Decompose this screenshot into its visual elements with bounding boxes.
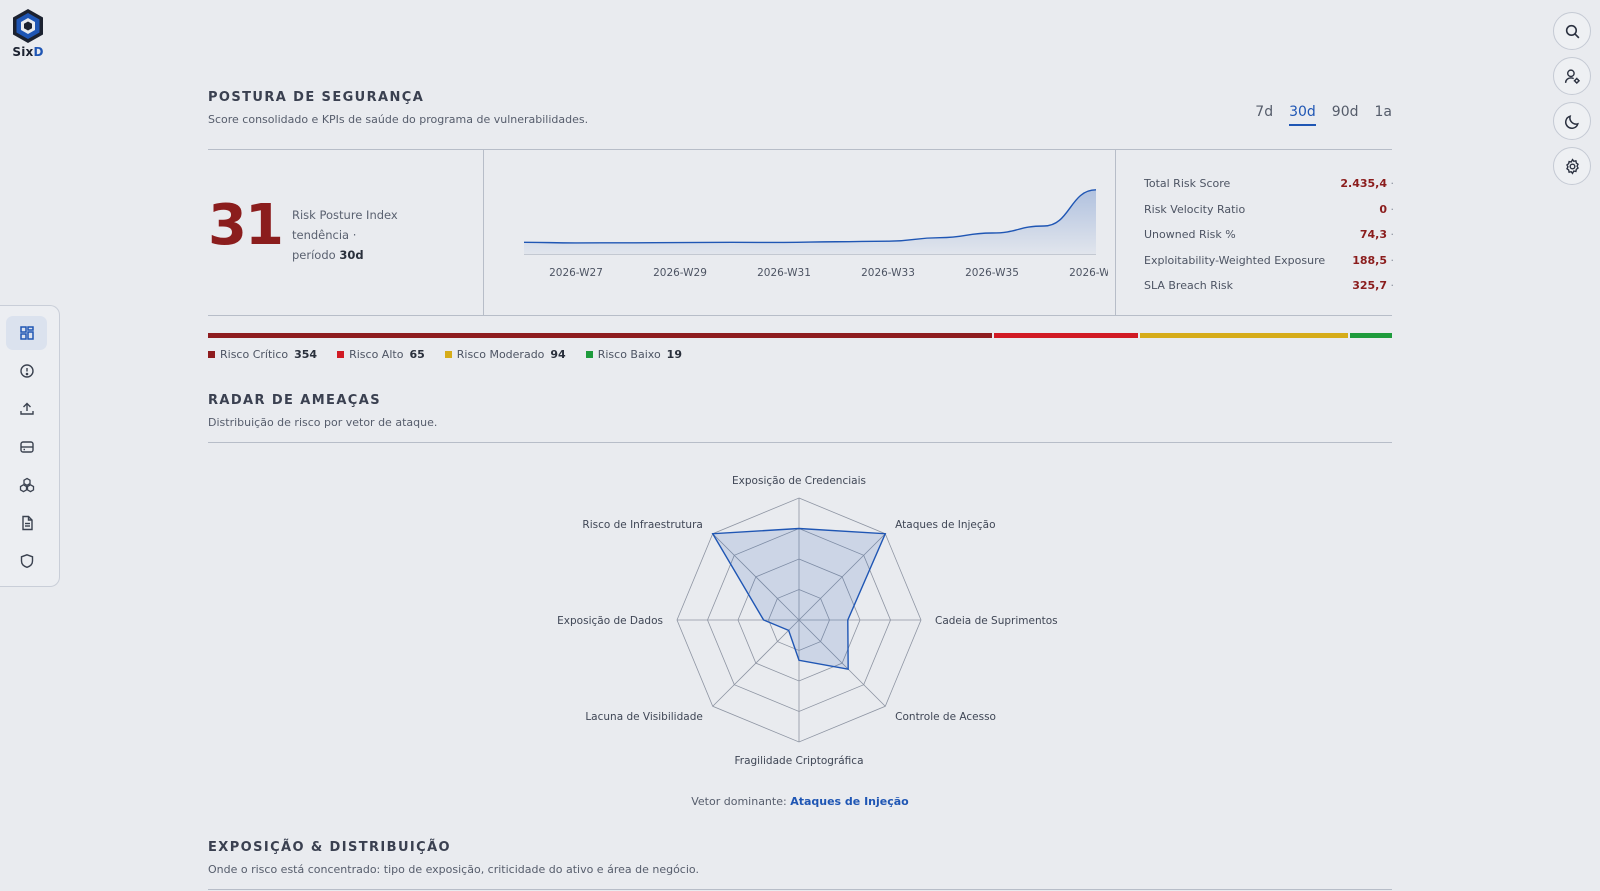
radar-axis-line [712,619,800,707]
legend-item-low: Risco Baixo 19 [585,348,682,361]
kpi-exploitability-exposure[interactable]: Exploitability-Weighted Exposure 188,5 [1144,248,1394,274]
radar-axis-label: Exposição de Credenciais [732,475,866,487]
trend-area [524,189,1096,254]
kpi-unowned-risk[interactable]: Unowned Risk % 74,3 [1144,222,1394,248]
kpi-total-risk-score[interactable]: Total Risk Score 2.435,4 [1144,171,1394,197]
posture-title: POSTURA DE SEGURANÇA [208,90,425,105]
risk-bar-segment[interactable] [1349,333,1392,338]
radar-axis-line [798,619,886,707]
radar-chart: Exposição de Credenciais Ataques de Injeç… [557,475,1058,767]
divider [208,315,1392,316]
period-90d[interactable]: 90d [1331,104,1359,120]
radar-subtitle: Distribuição de risco por vetor de ataqu… [208,416,438,429]
nav-item-assets[interactable] [6,430,47,464]
nav-item-security[interactable] [6,544,47,578]
legend-item-critical: Risco Crítico 354 [208,348,317,361]
trend-chart: 2026-W27 2026-W29 2026-W31 2026-W33 2026-W35… [523,189,1108,279]
radar-axis-label: Risco de Infraestrutura [582,519,702,531]
dominant-vector: Vetor dominante: Ataques de Injeção [691,795,909,808]
trend-tick-label: 2026-W27 [549,267,603,279]
radar-axis-label: Lacuna de Visibilidade [585,711,703,723]
risk-bar-segment[interactable] [1139,333,1348,338]
search-icon [1565,24,1579,38]
radar-axis-line [798,533,886,621]
trend-tick-label: 2026-W29 [653,267,707,279]
sidebar-nav [0,305,60,587]
dominant-vector-value[interactable]: Ataques de Injeção [790,795,909,808]
risk-legend: Risco Crítico 354 Risco Alto 65 Risco Mode… [208,348,702,361]
radar-series-area [711,527,887,671]
legend-item-high: Risco Alto 65 [337,348,425,361]
radar-axis-label: Ataques de Injeção [895,519,995,531]
alert-circle-icon [19,364,34,378]
nav-item-reports[interactable] [6,506,47,540]
divider [483,149,484,315]
radar-title: RADAR DE AMEAÇAS [208,393,381,408]
theme-toggle-button[interactable] [1553,102,1591,140]
server-icon [19,441,34,453]
radar-axis-line [712,533,800,621]
risk-posture-score: 31 [208,193,284,258]
dashboard-icon [19,326,34,340]
hexagon-logo-icon [13,9,43,43]
period-7d[interactable]: 7d [1255,104,1274,120]
user-settings-icon [1564,68,1580,84]
exposure-title: EXPOSIÇÃO & DISTRIBUIÇÃO [208,840,451,855]
trend-tick-label: 2026-W31 [757,267,811,279]
document-icon [21,515,33,531]
period-1a[interactable]: 1a [1374,104,1393,120]
trend-line [523,189,1097,244]
risk-distribution-bar [208,333,1392,338]
trend-tick-label: 2026-W33 [861,267,915,279]
trend-tick-label: 2026-W37 [1069,267,1108,279]
nav-item-dashboard[interactable] [6,316,47,350]
divider [208,442,1392,443]
kpi-risk-velocity-ratio[interactable]: Risk Velocity Ratio 0 [1144,197,1394,223]
brand-name: SixD [12,45,44,59]
posture-subtitle: Score consolidado e KPIs de saúde do pro… [208,113,589,126]
period-30d[interactable]: 30d [1289,104,1316,126]
nav-item-components[interactable] [6,468,47,502]
nav-item-alerts[interactable] [6,354,47,388]
user-settings-button[interactable] [1553,57,1591,95]
risk-bar-segment[interactable] [993,333,1138,338]
radar-axis-label: Fragilidade Criptográfica [734,755,863,767]
moon-icon [1564,114,1579,129]
legend-item-moderate: Risco Moderado 94 [444,348,566,361]
radar-axis-label: Controle de Acesso [895,711,996,723]
exposure-subtitle: Onde o risco está concentrado: tipo de e… [208,863,699,876]
radar-axis-label: Exposição de Dados [557,615,663,627]
period-selector: 7d 30d 90d 1a [1239,104,1392,126]
divider [208,889,1392,890]
components-icon [19,477,34,493]
upload-icon [19,402,34,415]
search-button[interactable] [1553,12,1591,50]
radar-axis-label: Cadeia de Suprimentos [935,615,1058,627]
risk-posture-label: Risk Posture Index tendência · período 3… [292,208,398,262]
nav-item-upload[interactable] [6,392,47,426]
trend-tick-label: 2026-W35 [965,267,1019,279]
divider [1115,149,1116,315]
gear-icon [1565,157,1579,175]
divider [208,149,1392,150]
logo[interactable]: SixD [6,8,50,59]
kpi-sla-breach-risk[interactable]: SLA Breach Risk 325,7 [1144,273,1394,299]
settings-button[interactable] [1553,147,1591,185]
risk-bar-segment[interactable] [208,333,992,338]
shield-icon [20,554,33,569]
